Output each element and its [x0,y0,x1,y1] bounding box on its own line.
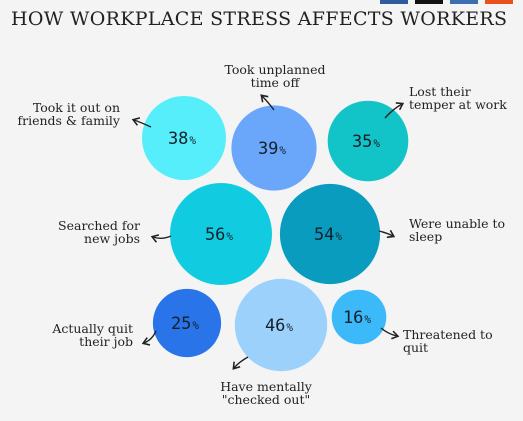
label-arrow-4 [150,234,172,243]
bubble-value-7: 46% [265,316,293,336]
bubble-label-4: Searched for new jobs [58,218,140,246]
bubble-label-5: Were unable to sleep [409,216,505,244]
bubble-7 [234,278,328,372]
share-button-3[interactable] [450,0,478,4]
bubble-3 [327,100,409,182]
share-button-2[interactable] [415,0,443,4]
share-button-1[interactable] [380,0,408,4]
bubble-label-6: Actually quit their job [51,321,133,349]
bubble-value-1: 38% [168,129,196,149]
bubble-value-5: 54% [314,225,342,245]
bubble-5 [279,183,381,285]
label-arrow-8 [380,327,400,340]
label-arrow-3 [384,102,405,119]
bubble-2 [231,105,317,191]
chart-title: HOW WORKPLACE STRESS AFFECTS WORKERS [11,8,508,30]
bubble-label-3: Lost their temper at work [409,84,507,112]
bubble-label-1: Took it out on friends & family [17,100,120,128]
label-arrow-5 [378,229,396,239]
bubble-label-7: Have mentally "checked out" [220,379,313,407]
bubble-value-6: 25% [171,314,199,334]
share-button-4[interactable] [485,0,513,4]
bubble-value-8: 16% [343,308,371,328]
bubble-4 [170,183,272,285]
bubble-label-2: Took unplanned time off [224,62,325,90]
label-arrow-2 [260,94,275,111]
bubble-value-4: 56% [205,225,233,245]
bubble-8 [331,289,387,345]
label-arrow-6 [141,330,157,346]
bubble-value-3: 35% [352,132,380,152]
bubble-6 [152,288,222,358]
bubble-label-8: Threatened to quit [403,327,493,355]
label-arrow-7 [232,356,249,370]
bubble-1 [142,96,226,180]
label-arrow-1 [131,117,152,128]
bubble-value-2: 39% [258,139,286,159]
